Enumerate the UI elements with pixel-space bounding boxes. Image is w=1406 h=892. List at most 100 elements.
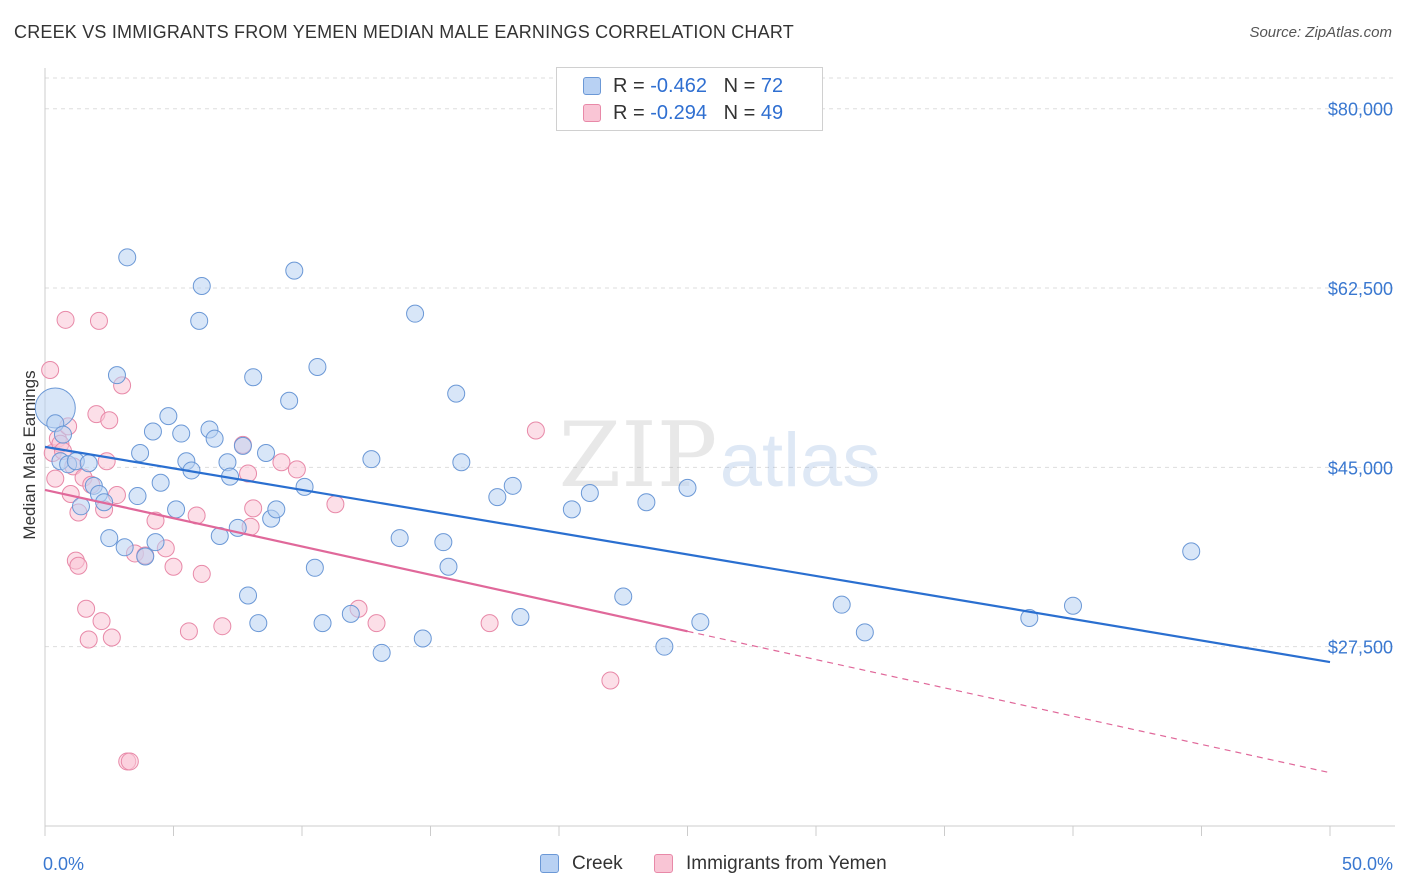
creek-point: [678, 478, 697, 497]
legend-n-label: N =: [723, 75, 761, 97]
creek-point: [434, 533, 453, 552]
yemen-point: [326, 495, 345, 514]
creek-point: [249, 614, 268, 633]
creek-point: [192, 277, 211, 296]
creek-point: [447, 384, 466, 403]
yemen-point: [287, 460, 306, 479]
creek-points: [34, 248, 1201, 662]
y-tick-label: $45,000: [1328, 458, 1393, 478]
source-credit: Source: ZipAtlas.com: [1249, 24, 1392, 41]
watermark: ZIP atlas: [559, 403, 881, 508]
yemen-point: [92, 612, 111, 631]
yemen-point: [69, 556, 88, 575]
creek-point: [131, 444, 150, 463]
creek-point: [580, 483, 599, 502]
yemen-swatch: [583, 104, 601, 122]
y-tick-label: $27,500: [1328, 638, 1393, 658]
yemen-point: [77, 599, 96, 618]
creek-point: [503, 476, 522, 495]
correlation-legend: R = -0.462 N = 72 R = -0.294 N = 49: [556, 67, 823, 131]
yemen-point: [480, 614, 499, 633]
creek-point: [1064, 596, 1082, 615]
creek-point: [341, 604, 360, 623]
creek-point: [244, 368, 263, 387]
yemen-trend-line: [44, 488, 688, 633]
yemen-point: [146, 511, 165, 530]
yemen-point: [102, 628, 121, 647]
yemen-point: [41, 361, 60, 380]
yemen-point: [213, 617, 232, 636]
y-tick-label: $62,500: [1328, 279, 1393, 299]
creek-swatch: [540, 854, 559, 873]
yemen-swatch: [654, 854, 673, 873]
creek-point: [118, 248, 137, 267]
legend-r-value: -0.462: [650, 75, 707, 97]
watermark-atlas: atlas: [720, 418, 881, 503]
y-axis-label: Median Male Earnings: [20, 370, 39, 539]
creek-point: [159, 407, 178, 426]
creek-point: [390, 529, 409, 548]
legend-r-label: R =: [613, 102, 651, 124]
creek-swatch: [583, 77, 601, 95]
creek-point: [413, 629, 432, 648]
creek-point: [691, 613, 710, 632]
yemen-point: [244, 499, 263, 518]
creek-point: [308, 357, 327, 376]
creek-point: [136, 547, 155, 566]
creek-point: [372, 643, 391, 662]
creek-point: [53, 425, 72, 444]
creek-point: [115, 538, 134, 557]
creek-point: [313, 614, 332, 633]
creek-point: [614, 587, 633, 606]
yemen-point: [239, 464, 258, 483]
creek-point: [128, 487, 147, 506]
creek-point: [305, 558, 324, 577]
creek-point: [637, 493, 656, 512]
yemen-point: [179, 622, 198, 641]
creek-point: [146, 533, 165, 552]
tick-label-layer: $27,500 $45,000 $62,500 $80,000 0.0% 50.0%: [43, 100, 1393, 874]
creek-point: [1182, 542, 1201, 561]
creek-point: [832, 595, 851, 614]
creek-point: [239, 586, 258, 605]
legend-n-value: 72: [760, 75, 784, 97]
yemen-point: [79, 630, 98, 649]
legend-n-value: 49: [760, 102, 784, 124]
legend-r-value: -0.294: [650, 102, 707, 124]
creek-point: [452, 453, 471, 472]
creek-point: [151, 473, 170, 492]
x-tick-label: 50.0%: [1342, 854, 1393, 874]
creek-point: [855, 623, 874, 642]
creek-point: [295, 477, 314, 496]
yemen-point: [367, 614, 386, 633]
bottom-legend-label: Immigrants from Yemen: [686, 853, 887, 874]
legend-n-label: N =: [723, 102, 761, 124]
legend-r-label: R =: [613, 75, 651, 97]
yemen-point: [601, 671, 620, 690]
yemen-trend-extension: [687, 630, 1331, 774]
bottom-legend-label: Creek: [572, 853, 623, 874]
yemen-point: [89, 311, 108, 330]
creek-point: [143, 422, 162, 441]
creek-point: [233, 436, 252, 455]
creek-point: [205, 429, 224, 448]
x-tick-label: 0.0%: [43, 854, 84, 874]
creek-point: [107, 366, 126, 385]
creek-point: [190, 311, 209, 330]
y-tick-label: $80,000: [1328, 100, 1393, 120]
creek-point: [488, 488, 507, 507]
yemen-point: [56, 310, 75, 329]
creek-point: [280, 391, 299, 410]
creek-point: [439, 557, 458, 576]
chart-title: CREEK VS IMMIGRANTS FROM YEMEN MEDIAN MA…: [14, 22, 794, 42]
creek-trend-line: [44, 445, 1331, 664]
yemen-point: [192, 564, 211, 583]
yemen-point: [100, 411, 119, 430]
yemen-point: [526, 421, 545, 440]
grid-layer: [45, 77, 1395, 648]
creek-point: [267, 500, 286, 519]
creek-point: [257, 444, 276, 463]
creek-point: [172, 424, 191, 443]
yemen-point: [272, 453, 291, 472]
